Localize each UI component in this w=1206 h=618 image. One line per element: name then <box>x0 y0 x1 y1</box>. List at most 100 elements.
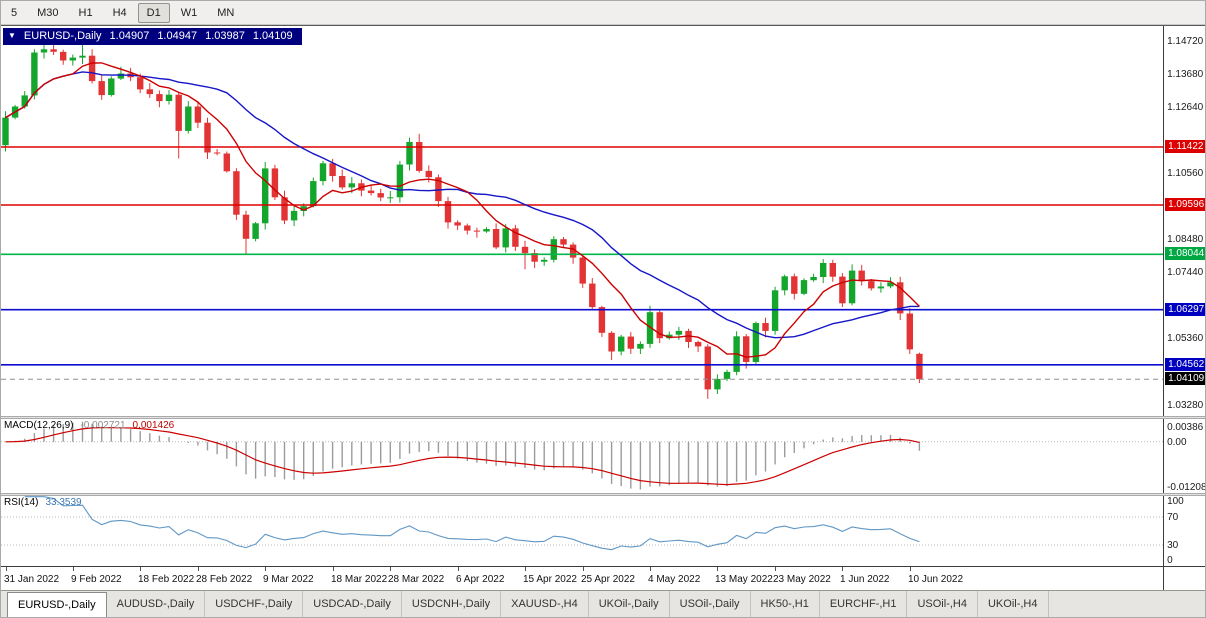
chart-dropdown-icon[interactable]: ▼ <box>8 31 16 40</box>
timeframe-button-w1[interactable]: W1 <box>180 6 198 19</box>
chart-tab-xauusd-h4[interactable]: XAUUSD-,H4 <box>501 591 589 617</box>
date-axis-label: 18 Feb 2022 <box>138 574 195 585</box>
rsi-header: RSI(14) 33.3539 <box>4 497 82 508</box>
timeframe-button-h4[interactable]: H4 <box>112 6 127 19</box>
date-axis-label: 9 Feb 2022 <box>71 574 122 585</box>
date-axis-label: 1 Jun 2022 <box>840 574 890 585</box>
date-tick <box>390 567 391 571</box>
rsi-axis-label: 0 <box>1167 555 1173 566</box>
price-chart-canvas[interactable]: ▼ EURUSD-,Daily 1.04907 1.04947 1.03987 … <box>1 26 1164 416</box>
chart-tab-audusd-daily[interactable]: AUDUSD-,Daily <box>107 591 206 617</box>
date-axis-row: 31 Jan 2022 9 Feb 2022 18 Feb 2022 28 Feb 2… <box>1 566 1205 590</box>
chart-tab-usdchf-daily[interactable]: USDCHF-,Daily <box>205 591 304 617</box>
chart-title-strip: ▼ EURUSD-,Daily 1.04907 1.04947 1.03987 … <box>3 28 302 45</box>
date-axis-label: 13 May 2022 <box>715 574 773 585</box>
date-tick <box>717 567 718 571</box>
chart-tab-ukoil-daily[interactable]: UKOil-,Daily <box>589 591 670 617</box>
chart-tab-usdcnh-daily[interactable]: USDCNH-,Daily <box>402 591 502 617</box>
price-axis-label: 1.13680 <box>1167 69 1204 80</box>
rsi-value: 33.3539 <box>45 497 82 508</box>
date-axis-label: 25 Apr 2022 <box>581 574 635 585</box>
date-axis-label: 6 Apr 2022 <box>456 574 505 585</box>
date-axis-label: 28 Feb 2022 <box>196 574 253 585</box>
price-level-badge: 1.06297 <box>1165 303 1205 316</box>
date-tick <box>6 567 7 571</box>
date-tick <box>910 567 911 571</box>
chart-window: ▼ EURUSD-,Daily 1.04907 1.04947 1.03987 … <box>1 25 1205 590</box>
price-level-badge: 1.11422 <box>1165 140 1205 153</box>
date-axis-label: 18 Mar 2022 <box>331 574 388 585</box>
price-axis-label: 1.03280 <box>1167 400 1204 411</box>
axis-corner <box>1163 567 1205 590</box>
date-tick <box>333 567 334 571</box>
price-axis-label: 1.05360 <box>1167 333 1204 344</box>
price-level-badge: 1.09596 <box>1165 198 1205 211</box>
price-axis-label: 1.12640 <box>1167 102 1204 113</box>
price-axis-label: 1.14720 <box>1167 36 1204 47</box>
timeframe-button-m30[interactable]: M30 <box>37 6 59 19</box>
price-axis-label: 1.08480 <box>1167 234 1204 245</box>
date-axis-label: 28 Mar 2022 <box>388 574 445 585</box>
chart-low-value: 1.03987 <box>205 30 245 42</box>
rsi-axis-label: 70 <box>1167 512 1179 523</box>
macd-axis-label: 0.00 <box>1167 437 1187 448</box>
rsi-axis-label: 100 <box>1167 496 1184 507</box>
price-level-badge: 1.04562 <box>1165 358 1205 371</box>
chart-tab-usdcad-daily[interactable]: USDCAD-,Daily <box>303 591 402 617</box>
chart-tab-usoil-daily[interactable]: USOil-,Daily <box>670 591 751 617</box>
timeframe-button-mn[interactable]: MN <box>217 6 235 19</box>
macd-panel: MACD(12,26,9) -0.002721 0.001426 0.00386… <box>1 419 1205 493</box>
rsi-axis-label: 30 <box>1167 540 1179 551</box>
chart-symbol-label: EURUSD-,Daily <box>23 30 102 42</box>
chart-close-value: 1.04109 <box>252 30 293 42</box>
macd-canvas[interactable]: MACD(12,26,9) -0.002721 0.001426 <box>1 419 1164 493</box>
timeframe-button-h1[interactable]: H1 <box>78 6 93 19</box>
price-level-badge: 1.08044 <box>1165 247 1205 260</box>
price-axis-label: 1.07440 <box>1167 267 1204 278</box>
timeframe-toolbar: 5 M30 H1 H4 D1 W1 MN <box>1 1 1205 25</box>
macd-axis-label: 0.00386 <box>1167 422 1204 433</box>
rsi-title: RSI(14) <box>4 497 39 508</box>
date-tick <box>458 567 459 571</box>
macd-title: MACD(12,26,9) <box>4 420 74 431</box>
chart-tab-bar: EURUSD-,Daily AUDUSD-,Daily USDCHF-,Daily U… <box>1 590 1205 617</box>
rsi-panel: RSI(14) 33.3539 100 70 30 0 <box>1 496 1205 566</box>
date-axis-label: 4 May 2022 <box>648 574 701 585</box>
date-tick <box>265 567 266 571</box>
panel-splitter[interactable] <box>1 493 1205 496</box>
macd-axis-label: -0.01208 <box>1167 482 1205 493</box>
price-axis[interactable]: 1.14720 1.13680 1.12640 1.10560 1.08480 1.074… <box>1163 26 1205 416</box>
date-tick <box>198 567 199 571</box>
macd-axis: 0.00386 0.00 -0.01208 <box>1163 419 1205 493</box>
chart-high-value: 1.04947 <box>157 30 198 42</box>
date-axis-label: 10 Jun 2022 <box>908 574 964 585</box>
date-axis-label: 31 Jan 2022 <box>4 574 60 585</box>
chart-tab-ukoil-h4[interactable]: UKOil-,H4 <box>978 591 1049 617</box>
price-axis-label: 1.10560 <box>1167 168 1204 179</box>
date-tick <box>775 567 776 571</box>
date-tick <box>842 567 843 571</box>
date-axis-label: 15 Apr 2022 <box>523 574 577 585</box>
date-tick <box>73 567 74 571</box>
date-tick <box>140 567 141 571</box>
panel-splitter[interactable] <box>1 416 1205 419</box>
chart-tab-usoil-h4[interactable]: USOil-,H4 <box>907 591 978 617</box>
date-tick <box>650 567 651 571</box>
macd-header: MACD(12,26,9) -0.002721 0.001426 <box>4 420 174 431</box>
price-panel: ▼ EURUSD-,Daily 1.04907 1.04947 1.03987 … <box>1 26 1205 416</box>
chart-open-value: 1.04907 <box>109 30 150 42</box>
macd-main-value: -0.002721 <box>80 420 126 431</box>
chart-tab-eurusd-daily[interactable]: EURUSD-,Daily <box>7 592 107 617</box>
date-tick <box>583 567 584 571</box>
date-axis[interactable]: 31 Jan 2022 9 Feb 2022 18 Feb 2022 28 Feb 2… <box>1 567 1164 590</box>
rsi-axis: 100 70 30 0 <box>1163 496 1205 566</box>
timeframe-button-d1[interactable]: D1 <box>137 2 170 23</box>
rsi-canvas[interactable]: RSI(14) 33.3539 <box>1 496 1164 566</box>
date-axis-label: 23 May 2022 <box>773 574 831 585</box>
timeframe-button-5[interactable]: 5 <box>11 6 18 19</box>
date-tick <box>525 567 526 571</box>
chart-tab-hk50-h1[interactable]: HK50-,H1 <box>751 591 820 617</box>
chart-tab-eurchf-h1[interactable]: EURCHF-,H1 <box>820 591 908 617</box>
macd-signal-value: 0.001426 <box>132 420 175 431</box>
